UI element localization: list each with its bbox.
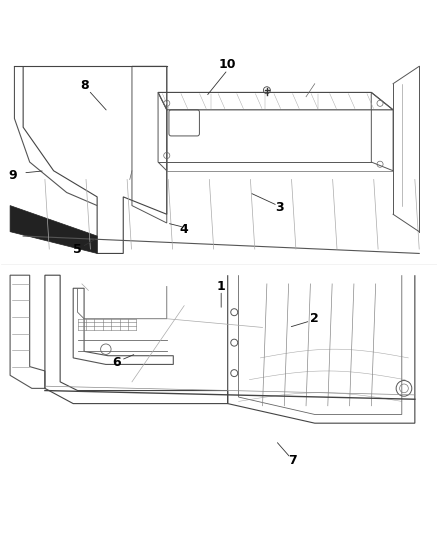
Text: 10: 10 bbox=[219, 58, 237, 70]
Text: 6: 6 bbox=[113, 356, 121, 369]
Text: 2: 2 bbox=[311, 312, 319, 325]
Text: 8: 8 bbox=[80, 79, 88, 92]
Text: 9: 9 bbox=[8, 168, 17, 182]
Text: 4: 4 bbox=[180, 223, 188, 236]
Text: 5: 5 bbox=[73, 243, 82, 256]
Text: 1: 1 bbox=[217, 280, 226, 293]
Text: 3: 3 bbox=[276, 201, 284, 214]
Polygon shape bbox=[10, 206, 97, 254]
Text: 7: 7 bbox=[289, 454, 297, 467]
